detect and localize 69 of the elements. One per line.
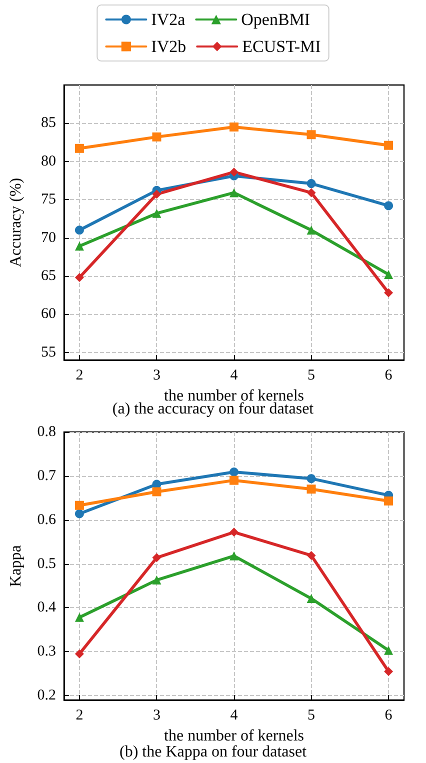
y-tick-label: 0.5 bbox=[37, 556, 56, 572]
point bbox=[74, 612, 84, 622]
point bbox=[74, 226, 84, 235]
point bbox=[384, 288, 394, 298]
point bbox=[230, 551, 238, 560]
point bbox=[74, 144, 84, 153]
point bbox=[384, 646, 394, 655]
y-tick-label: 0.7 bbox=[37, 468, 56, 484]
point bbox=[306, 226, 316, 235]
point bbox=[152, 553, 162, 562]
y-tick-label: 0.2 bbox=[37, 688, 56, 704]
legend-label: IV2b bbox=[151, 37, 186, 56]
point bbox=[306, 474, 316, 484]
legend-label: ECUST-MI bbox=[242, 37, 322, 56]
legend-label: OpenBMI bbox=[241, 10, 310, 29]
point bbox=[306, 594, 316, 604]
point bbox=[384, 140, 394, 150]
point bbox=[306, 550, 316, 560]
x-tick-label: 3 bbox=[152, 708, 160, 724]
point bbox=[230, 467, 238, 476]
point bbox=[230, 122, 238, 132]
point bbox=[152, 576, 162, 585]
point bbox=[74, 500, 84, 510]
y-tick-label: 0.6 bbox=[37, 512, 56, 528]
x-tick-label: 6 bbox=[384, 368, 393, 384]
point bbox=[152, 132, 162, 142]
point bbox=[74, 509, 84, 518]
x-tick-label: 3 bbox=[152, 368, 160, 384]
point bbox=[230, 188, 238, 198]
point bbox=[384, 201, 394, 210]
y-axis-title: Accuracy (%) bbox=[8, 178, 24, 268]
point bbox=[306, 179, 316, 188]
x-tick-label: 4 bbox=[230, 368, 238, 384]
y-tick-label: 65 bbox=[41, 268, 56, 284]
x-tick-label: 5 bbox=[308, 368, 316, 384]
x-tick-label: 4 bbox=[230, 708, 238, 724]
x-tick-label: 6 bbox=[384, 708, 393, 724]
point bbox=[230, 168, 238, 177]
point bbox=[74, 242, 84, 251]
point bbox=[230, 476, 238, 485]
y-tick-label: 85 bbox=[41, 115, 56, 132]
text: (a) the accuracy on four dataset bbox=[112, 400, 314, 418]
point bbox=[306, 130, 316, 140]
x-axis-title: the number of kernels bbox=[164, 727, 304, 744]
y-tick-label: 70 bbox=[41, 230, 56, 246]
point bbox=[152, 190, 162, 199]
y-tick-label: 0.3 bbox=[37, 644, 56, 660]
x-tick-label: 2 bbox=[76, 708, 84, 724]
legend-label: IV2a bbox=[151, 10, 186, 29]
y-tick-label: 0.4 bbox=[37, 600, 56, 616]
point bbox=[384, 496, 394, 506]
point bbox=[152, 487, 162, 496]
point bbox=[384, 666, 394, 676]
y-tick-label: 60 bbox=[41, 306, 56, 322]
x-tick-label: 2 bbox=[76, 368, 84, 384]
y-tick-label: 0.8 bbox=[37, 424, 56, 440]
point bbox=[306, 188, 316, 198]
point bbox=[74, 649, 84, 658]
x-tick-label: 5 bbox=[308, 708, 316, 724]
point bbox=[384, 270, 394, 279]
point bbox=[306, 484, 316, 494]
text: (b) the Kappa on four dataset bbox=[119, 744, 308, 760]
y-axis-title: Kappa bbox=[8, 545, 24, 587]
y-tick-label: 55 bbox=[41, 344, 56, 360]
y-tick-label: 75 bbox=[41, 192, 56, 208]
point bbox=[152, 208, 162, 218]
point bbox=[230, 528, 238, 537]
point bbox=[74, 273, 84, 282]
y-tick-label: 80 bbox=[41, 153, 56, 170]
